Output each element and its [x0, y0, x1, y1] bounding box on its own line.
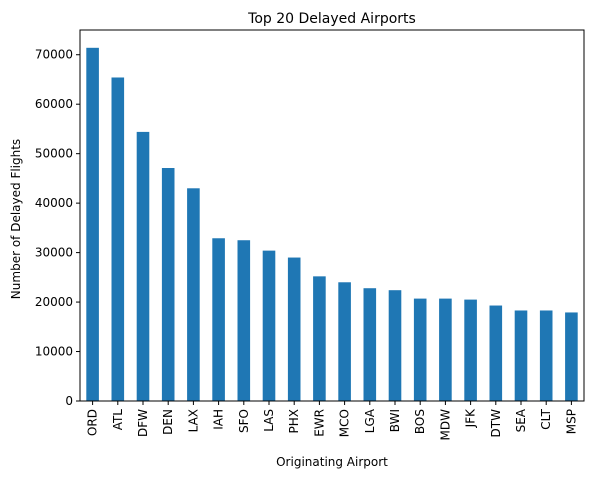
x-tick-label: DTW: [489, 409, 503, 438]
bar-ewr: [313, 276, 326, 401]
y-tick-label: 40000: [35, 196, 73, 210]
bar-dtw: [489, 305, 503, 401]
bar-lax: [187, 188, 200, 401]
bar-msp: [565, 312, 578, 401]
x-axis-label: Originating Airport: [276, 455, 388, 469]
x-tick-label: DEN: [161, 409, 175, 435]
y-tick-label: 0: [65, 394, 73, 408]
x-tick-label: ATL: [111, 409, 125, 431]
chart-title: Top 20 Delayed Airports: [247, 11, 416, 27]
x-axis: ORD ATL DFW DEN LAX IAH SFO LAS PHX EWR MCO LGA BWI B…: [86, 401, 578, 441]
y-tick-label: 20000: [35, 295, 73, 309]
bar-sfo: [237, 240, 251, 401]
x-tick-label: IAH: [212, 409, 226, 430]
bars-group: [86, 47, 578, 402]
bar-sea: [514, 310, 528, 401]
x-tick-label: EWR: [312, 409, 326, 437]
bar-mco: [338, 282, 351, 401]
bar-mdw: [439, 298, 452, 401]
bar-iah: [212, 238, 225, 401]
bar-ord: [86, 47, 99, 402]
x-tick-label: ORD: [86, 409, 100, 436]
bar-bos: [413, 298, 427, 401]
bar-phx: [287, 257, 301, 401]
bar-atl: [111, 77, 125, 401]
y-tick-label: 50000: [35, 147, 73, 161]
bar-dfw: [136, 131, 150, 401]
x-tick-label: SFO: [237, 409, 251, 433]
y-tick-label: 60000: [35, 97, 73, 111]
bar-den: [161, 168, 175, 401]
x-tick-label: MCO: [338, 409, 352, 437]
bar-clt: [539, 310, 553, 401]
x-tick-label: LAX: [186, 409, 200, 432]
y-tick-label: 70000: [35, 48, 73, 62]
x-tick-label: PHX: [287, 409, 301, 433]
x-tick-label: MSP: [564, 409, 578, 434]
y-axis-label: Number of Delayed Flights: [9, 139, 23, 299]
y-tick-label: 30000: [35, 246, 73, 260]
x-tick-label: JFK: [464, 408, 478, 428]
y-axis: 0 10000 20000 30000 40000 50000 60000 70000: [35, 48, 80, 408]
x-tick-label: CLT: [539, 408, 553, 429]
bar-las: [262, 250, 276, 401]
x-tick-label: MDW: [438, 409, 452, 441]
x-tick-label: BWI: [388, 409, 402, 432]
x-tick-label: BOS: [413, 409, 427, 434]
bar-bwi: [388, 290, 402, 401]
bar-lga: [363, 288, 377, 401]
plot-frame: [79, 29, 585, 402]
x-tick-label: SEA: [514, 408, 528, 432]
y-tick-label: 10000: [35, 345, 73, 359]
x-tick-label: LGA: [363, 408, 377, 433]
x-tick-label: LAS: [262, 409, 276, 432]
x-tick-label: DFW: [136, 409, 150, 437]
bar-jfk: [464, 299, 477, 401]
